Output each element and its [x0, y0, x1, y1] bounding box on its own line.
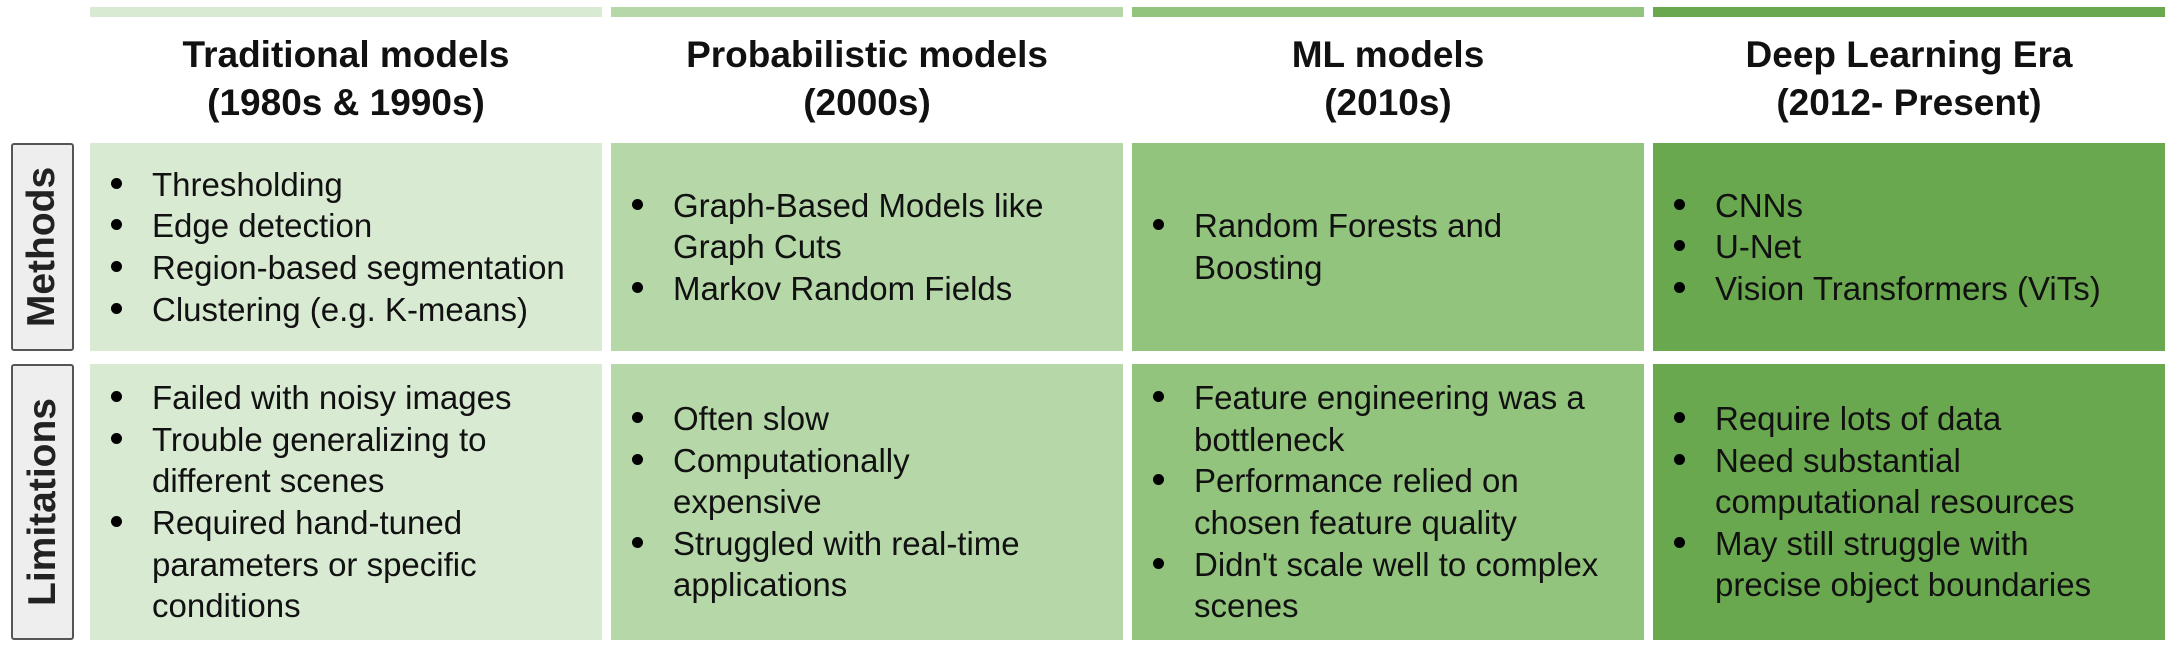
methods-cell-ml: Random Forests and Boosting	[1132, 143, 1644, 351]
era-title: ML models	[1291, 34, 1485, 75]
methods-cell-probabilistic: Graph-Based Models like Graph Cuts Marko…	[611, 143, 1123, 351]
list-item: Random Forests and Boosting	[1146, 205, 1546, 288]
limitations-list: Feature engineering was a bottleneck Per…	[1146, 377, 1616, 627]
limitations-cell-traditional: Failed with noisy images Trouble general…	[90, 364, 602, 640]
methods-list: Graph-Based Models like Graph Cuts Marko…	[625, 185, 1045, 310]
list-item: Require lots of data	[1667, 398, 2137, 440]
methods-list: Thresholding Edge detection Region-based…	[104, 164, 565, 330]
list-item: Region-based segmentation	[104, 247, 565, 289]
limitations-list: Often slow Computationally expensive Str…	[625, 398, 1065, 606]
row-label-text: Limitations	[20, 397, 64, 607]
list-item: Performance relied on chosen feature qua…	[1146, 460, 1616, 543]
list-item: Trouble generalizing to different scenes	[104, 419, 524, 502]
list-item: Struggled with real-time applications	[625, 523, 1065, 606]
list-item: Didn't scale well to complex scenes	[1146, 544, 1616, 627]
era-period: (1980s & 1990s)	[207, 82, 485, 123]
limitations-list: Require lots of data Need substantial co…	[1667, 398, 2137, 606]
era-header-ml: ML models (2010s)	[1132, 24, 1644, 134]
list-item: Need substantial computational resources	[1667, 440, 2137, 523]
methods-cell-traditional: Thresholding Edge detection Region-based…	[90, 143, 602, 351]
list-item: Thresholding	[104, 164, 565, 206]
row-label-methods: Methods	[11, 143, 74, 351]
limitations-cell-deep-learning: Require lots of data Need substantial co…	[1653, 364, 2165, 640]
era-header-deep-learning: Deep Learning Era (2012- Present)	[1653, 24, 2165, 134]
list-item: Often slow	[625, 398, 1065, 440]
era-bar-traditional	[90, 7, 602, 17]
row-label-text: Methods	[20, 166, 64, 328]
list-item: Computationally expensive	[625, 440, 1065, 523]
list-item: Edge detection	[104, 205, 565, 247]
row-label-limitations: Limitations	[11, 364, 74, 640]
list-item: Vision Transformers (ViTs)	[1667, 268, 2101, 310]
list-item: Graph-Based Models like Graph Cuts	[625, 185, 1045, 268]
era-title: Probabilistic models	[686, 34, 1048, 75]
list-item: U-Net	[1667, 226, 2101, 268]
era-period: (2012- Present)	[1776, 82, 2042, 123]
list-item: Markov Random Fields	[625, 268, 1045, 310]
era-title: Deep Learning Era	[1745, 34, 2073, 75]
era-period: (2010s)	[1324, 82, 1452, 123]
limitations-cell-ml: Feature engineering was a bottleneck Per…	[1132, 364, 1644, 640]
era-bar-probabilistic	[611, 7, 1123, 17]
methods-cell-deep-learning: CNNs U-Net Vision Transformers (ViTs)	[1653, 143, 2165, 351]
list-item: Failed with noisy images	[104, 377, 524, 419]
era-period: (2000s)	[803, 82, 931, 123]
list-item: May still struggle with precise object b…	[1667, 523, 2137, 606]
era-bar-ml	[1132, 7, 1644, 17]
era-header-probabilistic: Probabilistic models (2000s)	[611, 24, 1123, 134]
list-item: Feature engineering was a bottleneck	[1146, 377, 1616, 460]
list-item: Required hand-tuned parameters or specif…	[104, 502, 524, 627]
era-bar-deep-learning	[1653, 7, 2165, 17]
limitations-cell-probabilistic: Often slow Computationally expensive Str…	[611, 364, 1123, 640]
limitations-list: Failed with noisy images Trouble general…	[104, 377, 524, 627]
methods-list: CNNs U-Net Vision Transformers (ViTs)	[1667, 185, 2101, 310]
era-title: Traditional models	[182, 34, 510, 75]
era-header-traditional: Traditional models (1980s & 1990s)	[90, 24, 602, 134]
list-item: CNNs	[1667, 185, 2101, 227]
list-item: Clustering (e.g. K-means)	[104, 289, 565, 331]
methods-list: Random Forests and Boosting	[1146, 205, 1546, 288]
